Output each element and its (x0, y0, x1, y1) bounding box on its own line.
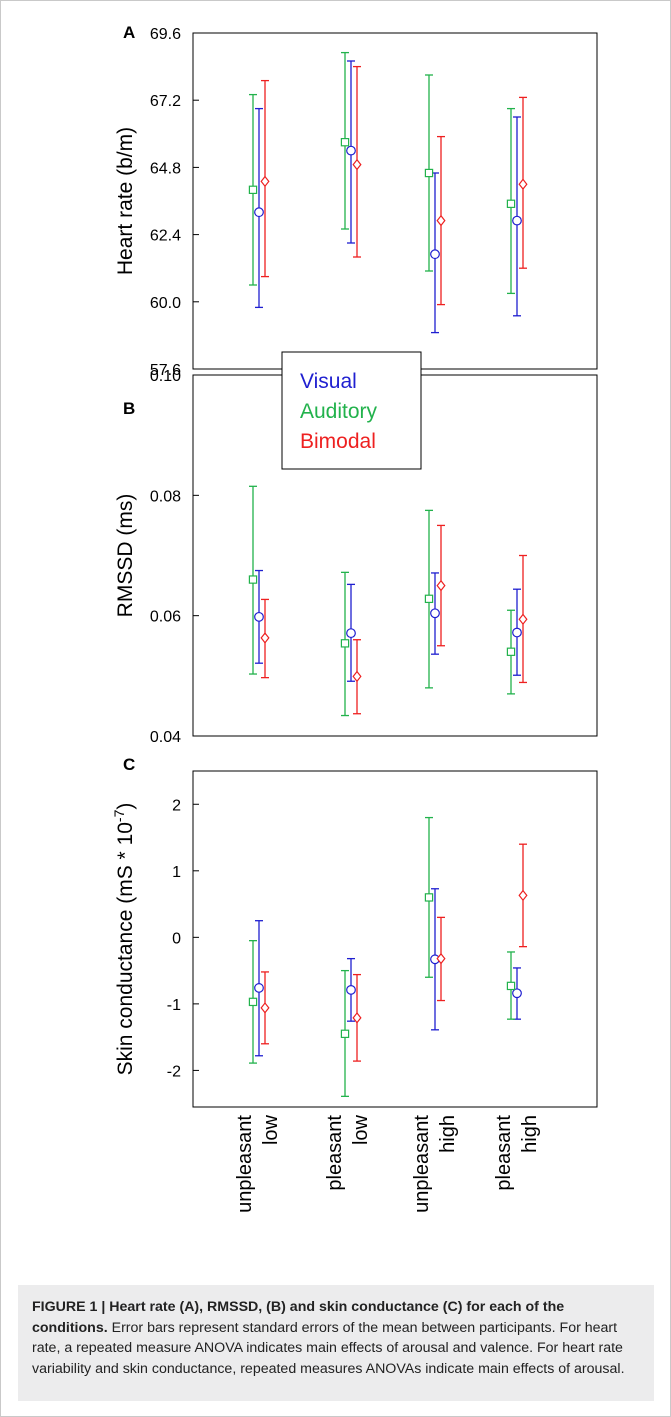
data-point (254, 611, 264, 622)
data-point (424, 594, 434, 604)
y-tick-label: 0.10 (150, 368, 181, 385)
data-point (260, 175, 270, 188)
series-bimodal (260, 524, 528, 715)
data-point (346, 984, 356, 995)
x-category-label: pleasant (493, 1115, 515, 1191)
data-point (430, 249, 440, 260)
y-axis-title: Skin conductance (mS * 10-7) (111, 803, 137, 1076)
data-point (346, 145, 356, 156)
legend-entry-bimodal: Bimodal (300, 430, 376, 453)
data-point (248, 997, 258, 1007)
data-point (248, 185, 258, 194)
panel-letter: B (123, 399, 135, 418)
y-tick-label: -1 (167, 997, 181, 1014)
data-point (512, 988, 522, 999)
data-point (340, 639, 350, 648)
x-category-label: pleasant (324, 1115, 346, 1191)
x-category-label: high (437, 1115, 459, 1153)
legend-entry-auditory: Auditory (300, 400, 378, 423)
x-category-label: unpleasant (411, 1115, 433, 1213)
caption-body: Error bars represent standard errors of … (32, 1319, 625, 1377)
data-point (352, 158, 362, 171)
x-category-labels: unpleasant low pleasant low unpleasant high pl… (234, 1114, 541, 1212)
panel-letter: A (123, 23, 135, 42)
x-category-label: low (260, 1114, 282, 1145)
series-visual (254, 60, 522, 334)
y-tick-label: 69.6 (150, 26, 181, 43)
data-point (260, 1002, 270, 1014)
series-auditory (248, 485, 516, 717)
data-point (254, 207, 264, 218)
data-point (424, 168, 434, 178)
series-bimodal (260, 843, 528, 1062)
x-category-label: low (350, 1114, 372, 1145)
panel-b: B 0.04 0.06 0.08 0.10 RMSSD (ms) (114, 368, 598, 746)
data-point (518, 613, 528, 626)
legend: Visual Auditory Bimodal (281, 351, 422, 470)
y-tick-label: -2 (167, 1063, 181, 1080)
plot-frame (192, 770, 598, 1108)
data-point (436, 214, 446, 227)
y-tick-label: 1 (172, 864, 181, 881)
series-auditory (248, 816, 516, 1098)
y-tick-label: 0.06 (150, 609, 181, 626)
caption-title: FIGURE 1 | Heart rate (A), RMSSD, (B) an… (32, 1299, 565, 1336)
data-point (424, 893, 434, 902)
data-point (254, 983, 264, 993)
y-tick-label: 60.0 (150, 295, 181, 312)
data-point (340, 138, 350, 147)
data-point (518, 178, 528, 190)
x-category-label: high (519, 1115, 541, 1153)
y-tick-label: 57.6 (150, 362, 181, 379)
series-visual (254, 569, 522, 682)
data-point (430, 608, 440, 619)
data-point (518, 889, 528, 902)
legend-entry-visual: Visual (300, 370, 357, 393)
data-point (248, 575, 258, 584)
y-tick-label: 67.2 (150, 93, 181, 110)
y-tick-label: 2 (172, 797, 181, 814)
y-tick-label: 0.08 (150, 488, 181, 505)
y-tick-label: 0.04 (150, 729, 181, 746)
data-point (506, 981, 516, 991)
data-point (260, 632, 270, 644)
data-point (512, 215, 522, 226)
data-point (352, 1012, 362, 1024)
figure-caption: FIGURE 1 | Heart rate (A), RMSSD, (B) an… (18, 1285, 654, 1401)
panel-c: C -2 -1 0 1 2 Skin conductance (mS * 10-7) (111, 755, 598, 1108)
data-point (352, 670, 362, 683)
panel-letter: C (123, 755, 135, 774)
y-tick-label: 64.8 (150, 160, 181, 177)
series-bimodal (260, 65, 528, 306)
y-axis-title: RMSSD (ms) (114, 494, 137, 618)
data-point (436, 579, 446, 592)
y-axis-title: Heart rate (b/m) (114, 127, 137, 275)
data-point (346, 628, 356, 639)
series-visual (254, 888, 522, 1057)
data-point (506, 647, 516, 656)
data-point (512, 627, 522, 638)
data-point (340, 1029, 350, 1039)
panel-a: A 57.6 60.0 62.4 64.8 67.2 69.6 Heart rate (b/m… (114, 23, 598, 379)
legend-box (281, 351, 422, 470)
data-point (436, 952, 446, 965)
x-category-label: unpleasant (234, 1115, 256, 1213)
data-point (506, 199, 516, 208)
series-auditory (248, 51, 516, 295)
y-tick-label: 62.4 (150, 228, 181, 245)
y-tick-label: 0 (172, 930, 181, 947)
